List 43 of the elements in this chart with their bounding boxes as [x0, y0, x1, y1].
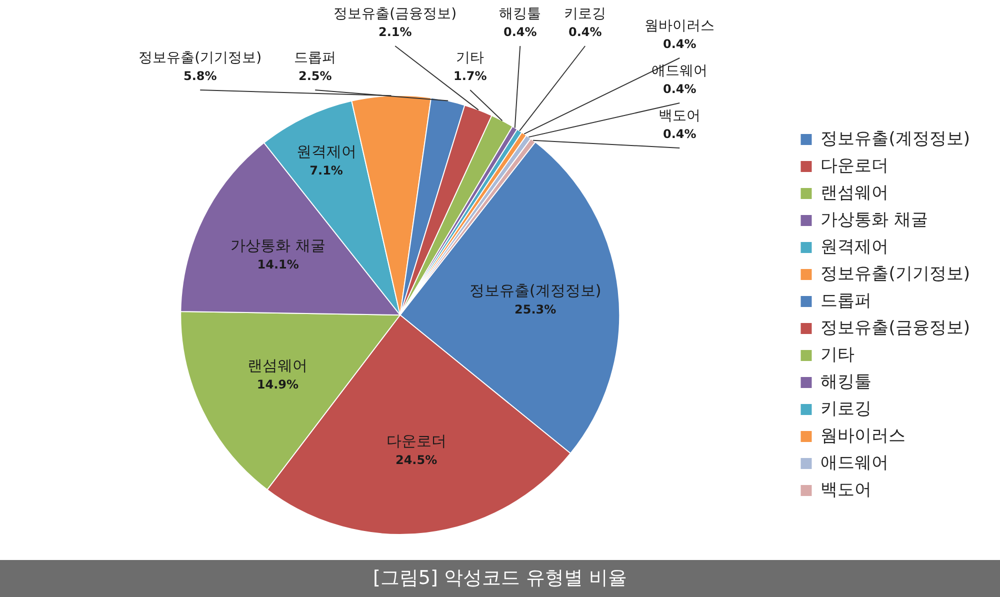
slice-label: 키로깅 [564, 6, 606, 22]
slice-label: 기타 [456, 50, 484, 66]
data-label: 24.5% [395, 453, 438, 468]
data-label: 0.4% [662, 37, 696, 51]
legend-label: 백도어 [820, 480, 872, 500]
legend-label: 가상통화 채굴 [820, 210, 928, 230]
slice-label: 원격제어 [296, 142, 356, 161]
slice-label: 웜바이러스 [644, 18, 715, 34]
slice-label: 해킹툴 [499, 6, 542, 22]
legend-label: 웜바이러스 [820, 426, 906, 446]
data-label: 0.4% [568, 25, 602, 39]
data-label: 2.5% [298, 69, 332, 83]
legend-label: 해킹툴 [820, 372, 872, 392]
legend-label: 기타 [820, 344, 855, 365]
legend-label: 애드웨어 [820, 452, 889, 473]
data-label: 0.4% [662, 127, 696, 141]
data-label: 7.1% [310, 164, 343, 178]
legend-label: 드롭퍼 [820, 290, 872, 311]
data-label: 1.7% [453, 69, 487, 83]
data-label: 5.8% [183, 69, 217, 83]
slice-label: 랜섬웨어 [248, 356, 308, 374]
legend-label: 정보유출(계정정보) [820, 128, 970, 149]
data-label: 2.1% [378, 25, 412, 39]
data-label: 0.4% [503, 25, 537, 39]
legend-label: 키로깅 [820, 398, 872, 419]
text: [그림5] 악성코드 유형별 비율 [0, 560, 1000, 597]
slice-label: 정보유출(계정정보) [469, 282, 602, 300]
slice-label: 가상통화 채굴 [230, 236, 326, 255]
data-label: 0.4% [662, 82, 696, 96]
data-label: 25.3% [514, 302, 556, 317]
slice-label: 애드웨어 [652, 63, 708, 79]
slice-label: 드롭퍼 [294, 50, 336, 66]
legend-label: 정보유출(기기정보) [820, 264, 970, 284]
data-label: 14.9% [256, 377, 299, 392]
legend-label: 원격제어 [820, 236, 889, 257]
legend-label: 다운로더 [820, 156, 889, 176]
legend-label: 정보유출(금융정보) [820, 318, 970, 338]
slice-label: 백도어 [658, 108, 701, 124]
data-label: 14.1% [257, 258, 299, 272]
slice-label: 다운로더 [386, 432, 446, 450]
slice-label: 정보유출(금융정보) [334, 6, 457, 22]
slice-label: 정보유출(기기정보) [138, 50, 262, 66]
legend-label: 랜섬웨어 [820, 182, 889, 203]
